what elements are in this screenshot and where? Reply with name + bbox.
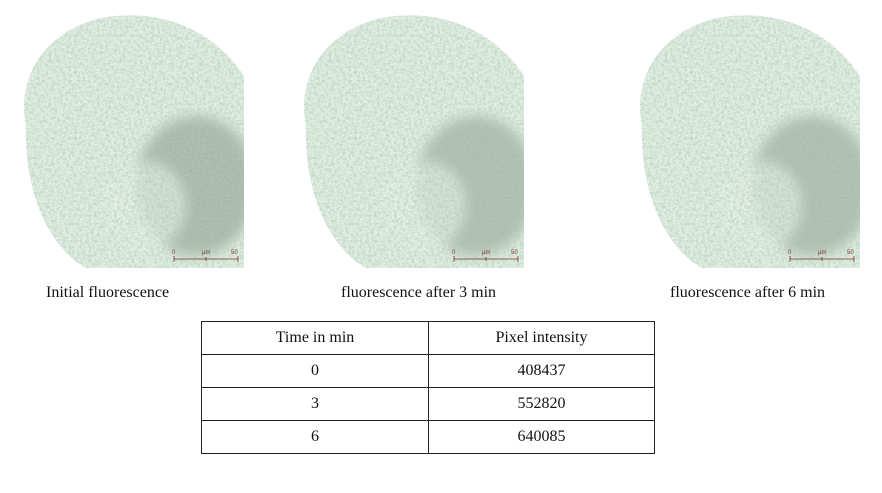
micrograph-3min: 0 µm 50 [286, 6, 524, 268]
svg-text:µm: µm [818, 250, 826, 256]
svg-text:50: 50 [847, 250, 854, 256]
caption-3min: fluorescence after 3 min [341, 284, 497, 301]
table-header-row: Time in min Pixel intensity [201, 321, 655, 355]
scale-bar: 0 µm 50 [788, 250, 855, 262]
micrograph-6min: 0 µm 50 [622, 6, 860, 268]
svg-text:50: 50 [231, 250, 238, 256]
caption-initial: Initial fluorescence [46, 284, 170, 301]
header-intensity: Pixel intensity [428, 321, 655, 355]
table-row: 3 552820 [201, 387, 655, 421]
svg-text:µm: µm [482, 250, 490, 256]
cell-intensity: 408437 [428, 354, 655, 388]
micrograph-initial: 0 µm 50 [6, 6, 244, 268]
cell-time: 0 [201, 354, 429, 388]
intensity-table: Time in min Pixel intensity 0 408437 3 5… [201, 321, 655, 454]
svg-text:50: 50 [511, 250, 518, 256]
header-time: Time in min [201, 321, 429, 355]
caption-6min: fluorescence after 6 min [670, 284, 826, 301]
scale-bar: 0 µm 50 [172, 250, 239, 262]
scale-bar: 0 µm 50 [452, 250, 519, 262]
cell-intensity: 552820 [428, 387, 655, 421]
svg-text:µm: µm [202, 250, 210, 256]
cell-time: 6 [201, 420, 429, 454]
table-row: 0 408437 [201, 354, 655, 388]
svg-text:0: 0 [172, 250, 176, 256]
table-row: 6 640085 [201, 420, 655, 454]
cell-intensity: 640085 [428, 420, 655, 454]
svg-text:0: 0 [452, 250, 456, 256]
cell-time: 3 [201, 387, 429, 421]
svg-text:0: 0 [788, 250, 792, 256]
